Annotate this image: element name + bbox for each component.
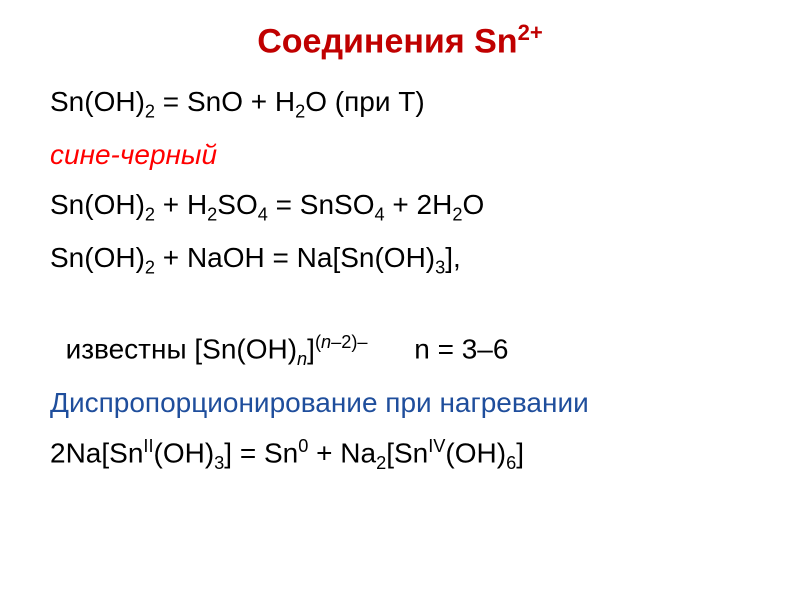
eq5-i: [Sn [386,437,428,468]
eq4-g: n = 3–6 [368,334,509,365]
eq4-a: известны [Sn(OH) [66,334,297,365]
eq4-c: ] [307,334,315,365]
eq3-a: Sn(OH) [50,242,145,273]
eq2-k: O [462,189,484,220]
eq5-e: ] = Sn [224,437,298,468]
disprop-text: Диспропорционирование при нагревании [50,387,589,418]
equation-5: 2Na[SnII(OH)3] = Sn0 + Na2[SnIV(OH)6] [50,434,750,475]
eq1-e: O (при T) [305,86,424,117]
eq2-g: = SnSO [268,189,375,220]
eq5-a: 2Na[Sn [50,437,143,468]
eq5-c: (OH) [154,437,215,468]
eq2-e: SO [217,189,257,220]
eq2-a: Sn(OH) [50,189,145,220]
eq5-b: II [143,436,153,456]
blue-black-text: сине-черный [50,139,217,170]
eq2-h: 4 [375,205,385,225]
eq1-c: = SnO + H [155,86,295,117]
eq1-a: Sn(OH) [50,86,145,117]
equation-1: Sn(OH)2 = SnO + H2O (при T) [50,83,750,124]
eq5-g: + Na [308,437,376,468]
eq2-d: 2 [207,205,217,225]
eq3-c: + NaOH = Na[Sn(OH) [155,242,435,273]
eq3-b: 2 [145,258,155,278]
title-sup: 2+ [518,20,543,45]
eq2-f: 4 [258,205,268,225]
disproportionation-label: Диспропорционирование при нагревании [50,384,750,422]
equation-3: Sn(OH)2 + NaOH = Na[Sn(OH)3], [50,239,750,280]
eq2-j: 2 [452,205,462,225]
eq5-d: 3 [214,453,224,473]
eq2-c: + H [155,189,207,220]
eq5-l: 6 [506,453,516,473]
eq2-i: + 2H [385,189,453,220]
blue-black-label: сине-черный [50,136,750,174]
eq5-m: ] [516,437,524,468]
equation-4: известны [Sn(OH)n](n–2)– n = 3–6 [50,293,750,372]
eq1-b: 2 [145,102,155,122]
eq4-f: –2)– [331,332,367,352]
eq5-h: 2 [376,453,386,473]
eq3-d: 3 [435,258,445,278]
eq5-j: IV [428,436,445,456]
eq2-b: 2 [145,205,155,225]
eq4-sup: (n–2)– [315,332,368,352]
title-text: Соединения Sn [257,22,517,60]
eq4-e: n [321,332,331,352]
eq5-f: 0 [298,436,308,456]
eq4-b: n [297,349,307,369]
eq3-e: ], [445,242,461,273]
slide-title: Соединения Sn2+ [50,20,750,61]
equation-2: Sn(OH)2 + H2SO4 = SnSO4 + 2H2O [50,186,750,227]
eq5-k: (OH) [445,437,506,468]
eq1-d: 2 [295,102,305,122]
